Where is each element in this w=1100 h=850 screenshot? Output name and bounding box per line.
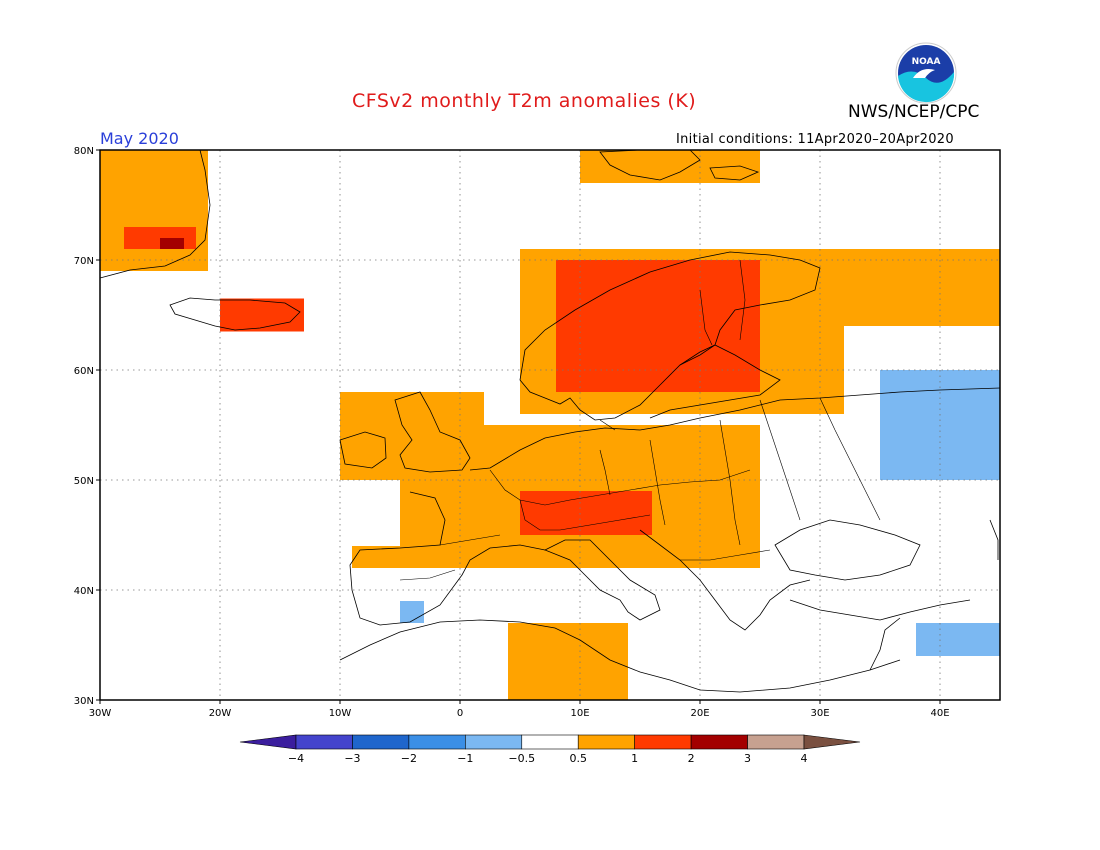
anomaly-region (352, 546, 448, 568)
colorbar-swatch (747, 734, 805, 750)
colorbar-low-arrow (239, 734, 297, 750)
lon-tick-label: 0 (457, 708, 463, 719)
colorbar-swatch (465, 734, 523, 750)
colorbar-legend: −4 −3 −2 −1 −0.5 0.5 1 2 3 4 (239, 734, 861, 765)
colorbar-label: −2 (401, 752, 417, 765)
lon-tick-label: 20E (690, 708, 709, 719)
colorbar-swatch (690, 734, 748, 750)
colorbar-label: 2 (688, 752, 695, 765)
coast-caspian (989, 519, 999, 560)
lon-tick-label: 10W (329, 708, 352, 719)
coast-ireland (339, 431, 387, 469)
noaa-logo: NOAA (895, 42, 957, 104)
lon-tick-label: 40E (930, 708, 949, 719)
lat-tick-label: 50N (74, 476, 94, 487)
lon-tick-label: 30W (89, 708, 112, 719)
colorbar-swatch (408, 734, 466, 750)
initial-conditions: Initial conditions: 11Apr2020–20Apr2020 (676, 132, 954, 147)
gridlines (100, 150, 1000, 700)
lon-tick-label: 30E (810, 708, 829, 719)
colorbar-high-arrow (803, 734, 861, 750)
forecast-month: May 2020 (100, 129, 179, 148)
map-frame (99, 149, 1001, 701)
anomaly-region (520, 491, 652, 535)
colorbar-label: −4 (288, 752, 304, 765)
colorbar-swatch (634, 734, 692, 750)
anomaly-region (400, 601, 424, 623)
anomaly-region (508, 623, 628, 700)
lon-tick-label: 10E (570, 708, 589, 719)
colorbar-label: −1 (457, 752, 473, 765)
colorbar-label: 1 (631, 752, 638, 765)
anomaly-region (760, 249, 1000, 326)
lat-tick-label: 70N (74, 256, 94, 267)
coast-balkans (639, 529, 811, 631)
coast-france-iberia (349, 491, 546, 626)
anomaly-region (220, 298, 304, 332)
colorbar-label: −3 (344, 752, 360, 765)
coast-levant (869, 617, 901, 671)
coast-greenland (99, 149, 211, 279)
lon-tick-label: 20W (209, 708, 232, 719)
colorbar-label: 3 (744, 752, 751, 765)
coast-britain (394, 391, 471, 473)
country-borders (399, 259, 881, 581)
coast-scandinavia (519, 251, 821, 421)
coast-italy (544, 539, 661, 621)
colorbar-swatch (521, 734, 579, 750)
coast-europe (469, 387, 1001, 471)
colorbar-label: 0.5 (569, 752, 587, 765)
colorbar-swatch (295, 734, 353, 750)
anomaly-region (100, 150, 208, 271)
colorbar-swatch (352, 734, 410, 750)
lat-tick-label: 40N (74, 586, 94, 597)
coastlines (99, 149, 1001, 693)
anomaly-region (556, 260, 760, 392)
coast-baltic (649, 344, 781, 419)
coast-anatolia (789, 599, 971, 621)
anomaly-region (916, 623, 1000, 656)
colorbar-label: 4 (801, 752, 808, 765)
chart-title: CFSv2 monthly T2m anomalies (K) (352, 90, 697, 112)
lat-tick-label: 80N (74, 146, 94, 157)
coast-africa (339, 619, 901, 693)
lat-tick-label: 30N (74, 696, 94, 707)
colorbar-swatch (577, 734, 635, 750)
agency-label: NWS/NCEP/CPC (848, 102, 980, 122)
svg-text:NOAA: NOAA (912, 57, 941, 67)
anomaly-region (160, 238, 184, 249)
colorbar-label: −0.5 (508, 752, 535, 765)
coast-black-sea (774, 519, 921, 581)
coast-iceland (169, 297, 301, 331)
lat-tick-label: 60N (74, 366, 94, 377)
